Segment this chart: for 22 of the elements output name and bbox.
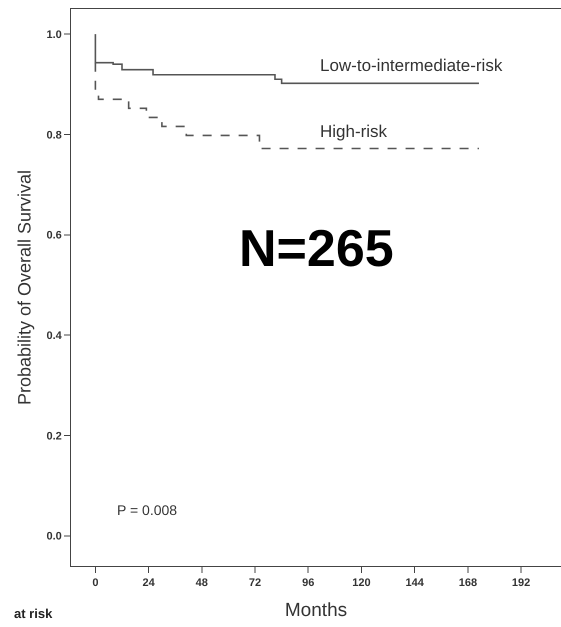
- x-tick-label: 192: [512, 577, 530, 590]
- y-tick-label: 1.0: [46, 28, 62, 41]
- y-tick-label: 0.2: [46, 430, 62, 442]
- y-axis-title: Probability of Overall Survival: [14, 170, 35, 406]
- x-tick-label: 24: [142, 577, 156, 590]
- x-tick-label: 72: [248, 577, 262, 590]
- series-label: Low-to-intermediate-risk: [320, 56, 503, 75]
- text: at risk: [14, 606, 54, 621]
- annotation: P = 0.008: [117, 502, 178, 518]
- x-tick-label: 48: [196, 577, 208, 590]
- x-axis-title: Months: [284, 600, 348, 621]
- x-tick-label: 0: [92, 577, 98, 590]
- y-tick-label: 0.6: [46, 230, 62, 242]
- x-tick-label: 144: [405, 577, 425, 590]
- x-tick-label: 120: [352, 577, 371, 590]
- y-tick-label: 0.8: [46, 129, 62, 142]
- annotation: N=265: [239, 220, 394, 278]
- x-tick-label: 96: [302, 577, 314, 590]
- x-tick-label: 168: [458, 577, 478, 590]
- series-label: High-risk: [320, 122, 388, 141]
- y-tick-label: 0.4: [46, 330, 63, 342]
- y-tick-label: 0.0: [46, 530, 62, 543]
